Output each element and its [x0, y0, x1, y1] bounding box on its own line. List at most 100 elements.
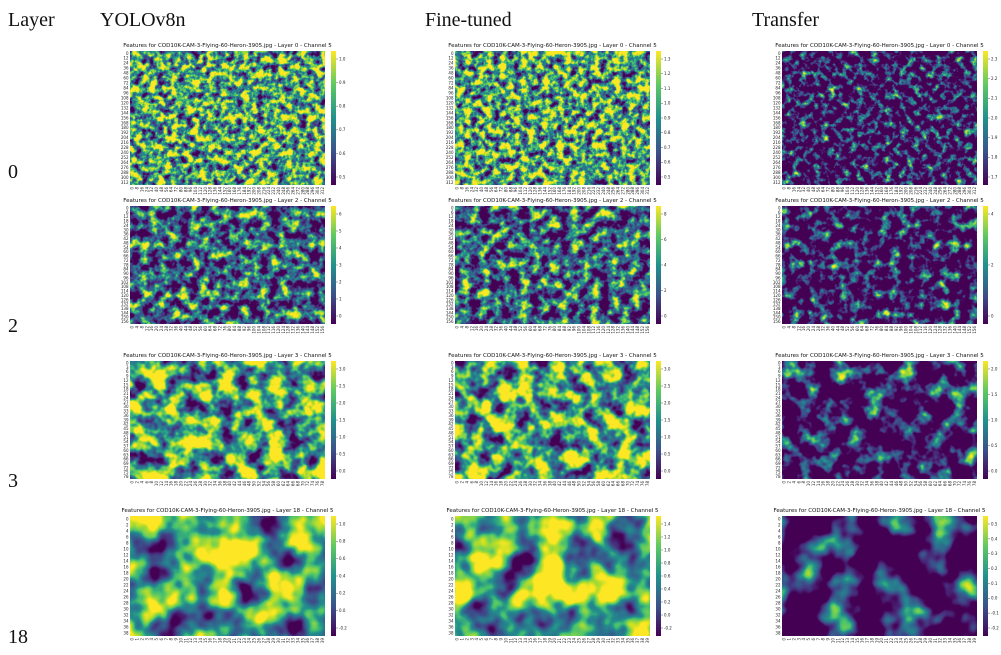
x-tick-label: 25	[252, 638, 257, 644]
x-tick-label: 140	[625, 326, 630, 334]
y-tick-label: 12	[123, 378, 129, 383]
x-tick-label: 39	[645, 638, 650, 644]
x-tick-label: 42	[884, 481, 889, 487]
x-tick-label: 70	[625, 481, 630, 487]
x-tick-label: 22	[508, 481, 513, 487]
x-tick-label: 4	[787, 326, 792, 329]
x-tick-label: 17	[538, 638, 543, 644]
y-tick-label: 0	[451, 516, 454, 521]
x-tick-label: 148	[310, 326, 315, 334]
x-tick-label: 31	[606, 638, 611, 644]
y-tick-label: 15	[123, 382, 129, 387]
y-tick-label: 57	[775, 444, 781, 449]
x-tick-label: 7	[489, 638, 494, 641]
y-tick-label: 126	[773, 297, 781, 302]
colorbar-label: 2.0	[991, 366, 998, 371]
colorbar-label: -0.2	[664, 625, 672, 630]
y-tick-label: 228	[773, 145, 781, 150]
x-tick-label: 29	[271, 638, 276, 644]
colorbar-label: 0	[991, 313, 994, 318]
x-tick-label: 34	[947, 638, 952, 644]
colorbar-label: 2.0	[339, 400, 346, 405]
y-tick-label: 138	[773, 306, 781, 311]
x-tick-label: 68	[213, 326, 218, 332]
y-tick-label: 51	[448, 435, 454, 440]
x-tick-label: 32	[149, 187, 154, 193]
x-tick-label: 24	[796, 187, 801, 193]
y-tick-label: 22	[123, 582, 129, 587]
x-tick-label: 11	[508, 638, 513, 644]
x-tick-label: 36	[630, 638, 635, 644]
x-tick-label: 60	[601, 481, 606, 487]
y-tick-label: 18	[775, 219, 781, 224]
x-tick-label: 0	[782, 481, 787, 484]
y-tick-label: 54	[448, 439, 454, 444]
x-tick-label: 8	[474, 481, 479, 484]
x-tick-label: 264	[616, 187, 621, 195]
colorbar-label: 2.3	[991, 56, 998, 61]
y-tick-label: 264	[121, 160, 129, 165]
colorbar-label: 2.2	[991, 76, 998, 81]
y-tick-label: 6	[778, 210, 781, 215]
y-tick-label: 28	[775, 600, 781, 605]
x-tick-label: 3	[469, 638, 474, 641]
y-tick-label: 0	[451, 205, 454, 210]
x-tick-label: 144	[217, 187, 222, 195]
y-tick-label: 27	[775, 400, 781, 405]
x-tick-label: 18	[869, 638, 874, 644]
x-tick-label: 272	[620, 187, 625, 195]
x-tick-label: 78	[320, 481, 325, 487]
x-tick-label: 28	[164, 326, 169, 332]
y-tick-label: 30	[775, 227, 781, 232]
x-tick-label: 3	[144, 638, 149, 641]
x-tick-label: 76	[874, 326, 879, 332]
x-tick-label: 140	[300, 326, 305, 334]
y-tick-label: 36	[123, 624, 129, 629]
y-tick-label: 60	[448, 249, 454, 254]
y-tick-label: 60	[775, 448, 781, 453]
panel-title: Features for COD10K-CAM-3-Flying-60-Hero…	[448, 353, 657, 359]
colorbar-label: 1.0	[339, 434, 346, 439]
x-tick-label: 7	[816, 638, 821, 641]
feature-panel: Features for COD10K-CAM-3-Flying-60-Hero…	[448, 353, 671, 486]
x-tick-label: 84	[884, 326, 889, 332]
x-tick-label: 224	[266, 187, 271, 195]
colorbar-label: 1.2	[664, 71, 671, 76]
panel-title: Features for COD10K-CAM-3-Flying-60-Hero…	[123, 353, 332, 359]
x-tick-label: 30	[855, 481, 860, 487]
x-tick-label: 248	[606, 187, 611, 195]
colorbar-label: 0.5	[339, 451, 346, 456]
y-tick-label: 39	[775, 417, 781, 422]
y-tick-label: 144	[773, 310, 781, 315]
x-tick-label: 104	[908, 326, 913, 334]
x-tick-label: 152	[222, 187, 227, 195]
x-tick-label: 132	[291, 326, 296, 334]
x-tick-label: 46	[242, 481, 247, 487]
x-tick-label: 58	[271, 481, 276, 487]
x-tick-label: 272	[295, 187, 300, 195]
colorbar-label: 1.0	[339, 56, 346, 61]
row-label: 0	[8, 161, 18, 183]
feature-panel: Features for COD10K-CAM-3-Flying-60-Hero…	[775, 353, 998, 486]
x-tick-label: 48	[899, 481, 904, 487]
colorbar-label: 1.0	[664, 101, 671, 106]
x-tick-label: 60	[276, 481, 281, 487]
x-tick-label: 80	[227, 326, 232, 332]
x-tick-label: 104	[256, 326, 261, 334]
x-tick-label: 10	[830, 638, 835, 644]
y-tick-label: 30	[123, 404, 129, 409]
y-tick-label: 72	[448, 81, 454, 86]
y-tick-label: 48	[448, 430, 454, 435]
x-tick-label: 200	[904, 187, 909, 195]
x-tick-label: 68	[295, 481, 300, 487]
y-tick-label: 24	[448, 61, 454, 66]
x-tick-label: 20	[806, 326, 811, 332]
x-tick-label: 34	[620, 638, 625, 644]
colorbar-label: 0.6	[339, 556, 346, 561]
x-tick-label: 72	[174, 187, 179, 193]
x-tick-label: 88	[562, 326, 567, 332]
y-tick-label: 30	[123, 227, 129, 232]
colorbar-label: 0.3	[991, 551, 998, 556]
feature-map	[782, 51, 977, 185]
x-tick-label: 208	[908, 187, 913, 195]
